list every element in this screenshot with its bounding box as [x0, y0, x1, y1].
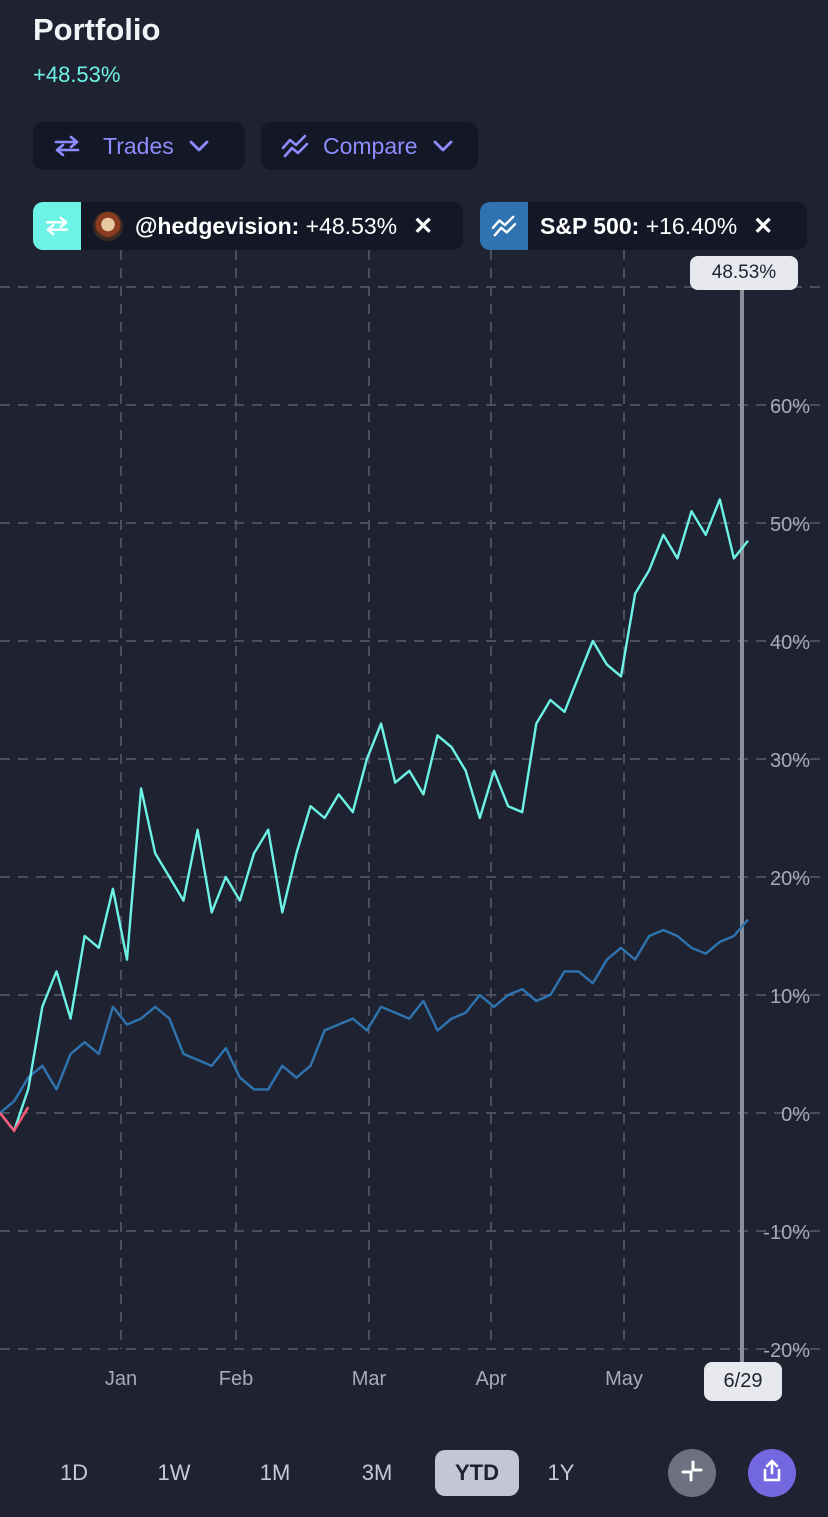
close-icon[interactable]: ✕: [413, 212, 434, 240]
y-tick-label: 30%: [770, 750, 810, 772]
y-tick-label: 20%: [770, 868, 810, 890]
portfolio-tag-label: @hedgevision: +48.53%: [135, 213, 397, 240]
benchmark-tag-label: S&P 500: +16.40%: [540, 213, 737, 240]
date-tooltip: 6/29: [704, 1362, 782, 1401]
collapse-icon: [679, 1458, 705, 1489]
collapse-button[interactable]: [668, 1449, 716, 1497]
x-tick-label: May: [605, 1368, 643, 1390]
y-tick-label: 10%: [770, 986, 810, 1008]
page-title: Portfolio: [33, 12, 161, 47]
trades-button[interactable]: Trades: [33, 122, 245, 170]
swap-icon: [53, 134, 81, 158]
trades-label: Trades: [103, 132, 174, 159]
portfolio-series-line: [0, 498, 749, 1132]
compare-label: Compare: [323, 132, 418, 159]
y-tick-label: 40%: [770, 632, 810, 654]
x-tick-label: Mar: [352, 1368, 387, 1390]
y-tick-label: -10%: [763, 1222, 810, 1244]
benchmark-tag-value: +16.40%: [645, 212, 738, 239]
benchmark-tag-handle: S&P 500:: [540, 212, 640, 239]
compare-button[interactable]: Compare: [261, 122, 478, 170]
share-icon: [760, 1458, 784, 1489]
x-tick-label: Apr: [475, 1368, 506, 1390]
range-ytd[interactable]: YTD: [435, 1450, 519, 1496]
x-tick-label: Feb: [219, 1368, 253, 1390]
chevron-down-icon: [432, 139, 454, 153]
close-icon[interactable]: ✕: [753, 212, 774, 240]
range-1m[interactable]: 1M: [259, 1460, 291, 1485]
trend-icon: [480, 202, 528, 250]
y-tick-label: 0%: [781, 1104, 810, 1126]
chart-area[interactable]: 60% 50% 40% 30% 20% 10% 0% -10% -20% Jan Feb Mar Apr…: [0, 250, 828, 1410]
x-tick-label: Jan: [105, 1368, 137, 1390]
chevron-down-icon: [188, 139, 210, 153]
range-1w[interactable]: 1W: [157, 1460, 191, 1485]
line-chart: 60% 50% 40% 30% 20% 10% 0% -10% -20% Jan Feb Mar Apr…: [0, 250, 828, 1390]
y-tick-label: 50%: [770, 514, 810, 536]
range-1d[interactable]: 1D: [59, 1460, 89, 1485]
y-tick-label: -20%: [763, 1340, 810, 1362]
portfolio-tag[interactable]: @hedgevision: +48.53% ✕: [33, 202, 463, 250]
range-3m[interactable]: 3M: [361, 1460, 393, 1485]
benchmark-series-line: [0, 918, 749, 1114]
negative-segment: [0, 1106, 30, 1133]
avatar: [93, 211, 123, 241]
share-button[interactable]: [748, 1449, 796, 1497]
portfolio-tag-handle: @hedgevision:: [135, 212, 300, 239]
benchmark-tag[interactable]: S&P 500: +16.40% ✕: [480, 202, 807, 250]
swap-icon: [33, 202, 81, 250]
portfolio-change: +48.53%: [33, 62, 121, 87]
y-tick-label: 60%: [770, 396, 810, 418]
portfolio-tag-value: +48.53%: [305, 212, 398, 239]
range-1y[interactable]: 1Y: [547, 1460, 575, 1485]
value-tooltip: 48.53%: [690, 256, 798, 290]
trend-icon: [281, 134, 309, 158]
